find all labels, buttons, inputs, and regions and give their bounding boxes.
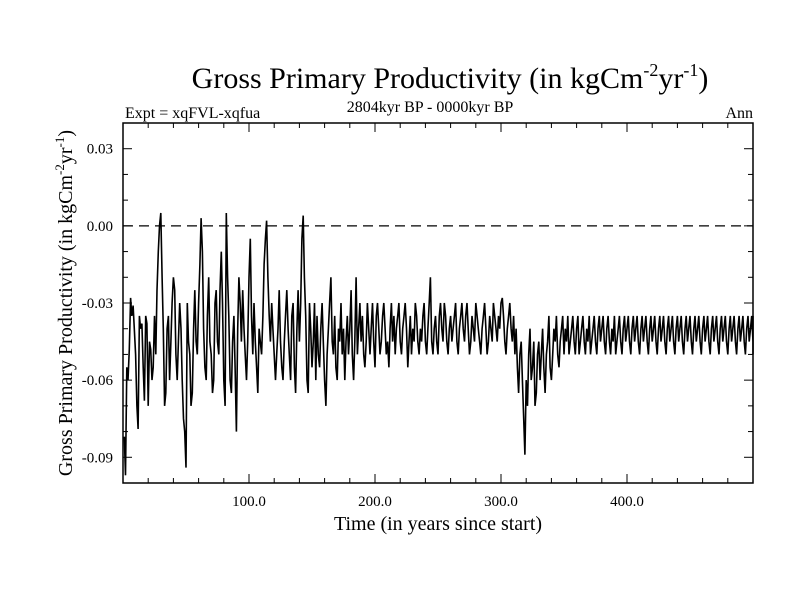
season-label: Ann bbox=[725, 105, 753, 122]
x-tick-label: 200.0 bbox=[358, 494, 392, 510]
chart-title: Gross Primary Productivity (in kgCm-2yr-… bbox=[192, 60, 709, 95]
y-tick-label: 0.03 bbox=[87, 142, 113, 158]
plot-frame bbox=[122, 122, 754, 484]
time-range-label: 2804kyr BP - 0000kyr BP bbox=[347, 99, 514, 116]
series-line-ann bbox=[123, 212, 754, 476]
x-tick-label: 300.0 bbox=[484, 494, 518, 510]
x-tick-label: 100.0 bbox=[232, 494, 266, 510]
y-tick-label: 0.00 bbox=[87, 219, 113, 235]
x-axis-label: Time (in years since start) bbox=[334, 513, 542, 535]
y-axis-label: Gross Primary Productivity (in kgCm-2yr-… bbox=[52, 130, 77, 476]
y-tick-label: -0.06 bbox=[82, 373, 114, 389]
x-axis-ticks: 100.0 200.0 300.0 400.0 bbox=[147, 123, 729, 510]
y-axis-ticks: 0.03 0.00 -0.03 -0.06 -0.09 bbox=[82, 122, 753, 484]
experiment-label: Expt = xqFVL-xqfua bbox=[125, 105, 260, 122]
x-tick-label: 400.0 bbox=[610, 494, 644, 510]
y-tick-label: -0.09 bbox=[82, 450, 113, 466]
y-tick-label: -0.03 bbox=[82, 296, 113, 312]
